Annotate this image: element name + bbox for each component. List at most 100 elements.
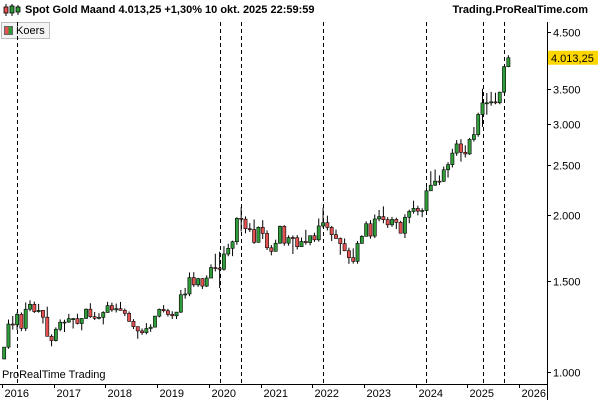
candle: [459, 139, 463, 162]
candle-body: [66, 318, 71, 323]
candle: [282, 225, 287, 246]
x-axis-ticks: 2016 2017 2018 2019 2020 2021 2022 2023 2024 2025…: [2, 384, 546, 400]
candle-body: [286, 237, 291, 244]
candle-body: [372, 218, 377, 237]
candle: [183, 287, 188, 299]
candle-body: [62, 321, 67, 324]
candle: [226, 243, 231, 257]
candle: [36, 303, 41, 313]
candle-body: [226, 247, 231, 255]
candle: [316, 218, 321, 242]
candle: [62, 319, 67, 333]
candle-body: [471, 134, 476, 140]
candle: [394, 217, 399, 229]
candle: [79, 318, 84, 331]
candle: [32, 301, 37, 313]
candle-body: [49, 335, 54, 341]
candle-body: [58, 321, 63, 330]
candle: [290, 235, 295, 254]
candle: [187, 272, 192, 297]
candle-body: [15, 314, 19, 326]
candle: [131, 319, 136, 330]
candle: [359, 235, 364, 244]
candle-body: [359, 236, 364, 244]
x-tick-label: 2020: [212, 388, 236, 400]
candle: [84, 308, 88, 319]
axes: [0, 22, 548, 400]
candle: [334, 229, 338, 239]
candle-body: [153, 315, 157, 328]
candle: [75, 313, 80, 325]
candle-body: [170, 314, 175, 317]
legend[interactable]: Koers: [1, 22, 50, 39]
candle-body: [101, 312, 106, 318]
candle: [41, 310, 45, 324]
candle-body: [140, 330, 144, 333]
candle-body: [334, 234, 338, 239]
candle-body: [187, 277, 192, 295]
watermark: ProRealTime Trading: [2, 369, 106, 381]
candle: [45, 306, 50, 337]
candle: [506, 55, 511, 68]
candle-body: [88, 308, 93, 317]
candle: [101, 311, 106, 325]
candle: [454, 140, 459, 156]
candle-body: [411, 208, 416, 212]
candle: [213, 253, 218, 272]
candle: [424, 187, 429, 212]
candle: [493, 92, 498, 105]
candle-body: [394, 219, 399, 223]
candle: [239, 207, 244, 232]
y-tick-label: 3.000: [553, 120, 581, 132]
candle-body: [23, 308, 28, 329]
candle: [303, 229, 308, 245]
candle: [166, 308, 170, 317]
x-tick-label: 2024: [419, 388, 443, 400]
candle-body: [191, 277, 196, 286]
candle-body: [325, 222, 330, 228]
candle-body: [338, 238, 343, 244]
candle: [58, 319, 63, 332]
candle: [480, 88, 485, 127]
candle-body: [200, 278, 205, 287]
candle-body: [407, 211, 412, 218]
candle: [497, 91, 502, 105]
candle: [269, 245, 274, 256]
candle-body: [342, 243, 347, 252]
candle-body: [109, 305, 114, 311]
candle: [265, 230, 269, 250]
candle-body: [497, 91, 502, 104]
candle-body: [415, 208, 420, 212]
candle-body: [308, 235, 313, 243]
candle-body: [433, 180, 438, 186]
legend-label: Koers: [16, 24, 45, 37]
candle-body: [144, 328, 149, 333]
candlestick-icon: [3, 4, 21, 16]
candle-body: [321, 222, 325, 227]
candle: [476, 112, 481, 137]
candle-body: [256, 227, 261, 243]
candle-body: [489, 101, 494, 104]
candle-body: [41, 310, 45, 318]
x-tick-label: 2021: [264, 388, 288, 400]
site-name[interactable]: Trading.ProRealTime.com: [452, 4, 588, 16]
candle: [252, 219, 257, 244]
candle-body: [105, 305, 110, 313]
candle-body: [484, 102, 489, 105]
candle: [114, 303, 119, 313]
candle-body: [459, 143, 463, 153]
candle-body: [71, 318, 76, 320]
x-tick-label: 2016: [5, 388, 29, 400]
candle: [127, 311, 132, 322]
candle: [196, 277, 200, 287]
candle-body: [53, 328, 58, 341]
candle: [355, 241, 360, 264]
candle-body: [351, 257, 356, 262]
candle: [66, 313, 71, 323]
candle: [398, 220, 403, 234]
candle-body: [243, 218, 248, 230]
candle-body: [282, 226, 287, 244]
candle: [53, 327, 58, 342]
candle-body: [36, 310, 41, 312]
